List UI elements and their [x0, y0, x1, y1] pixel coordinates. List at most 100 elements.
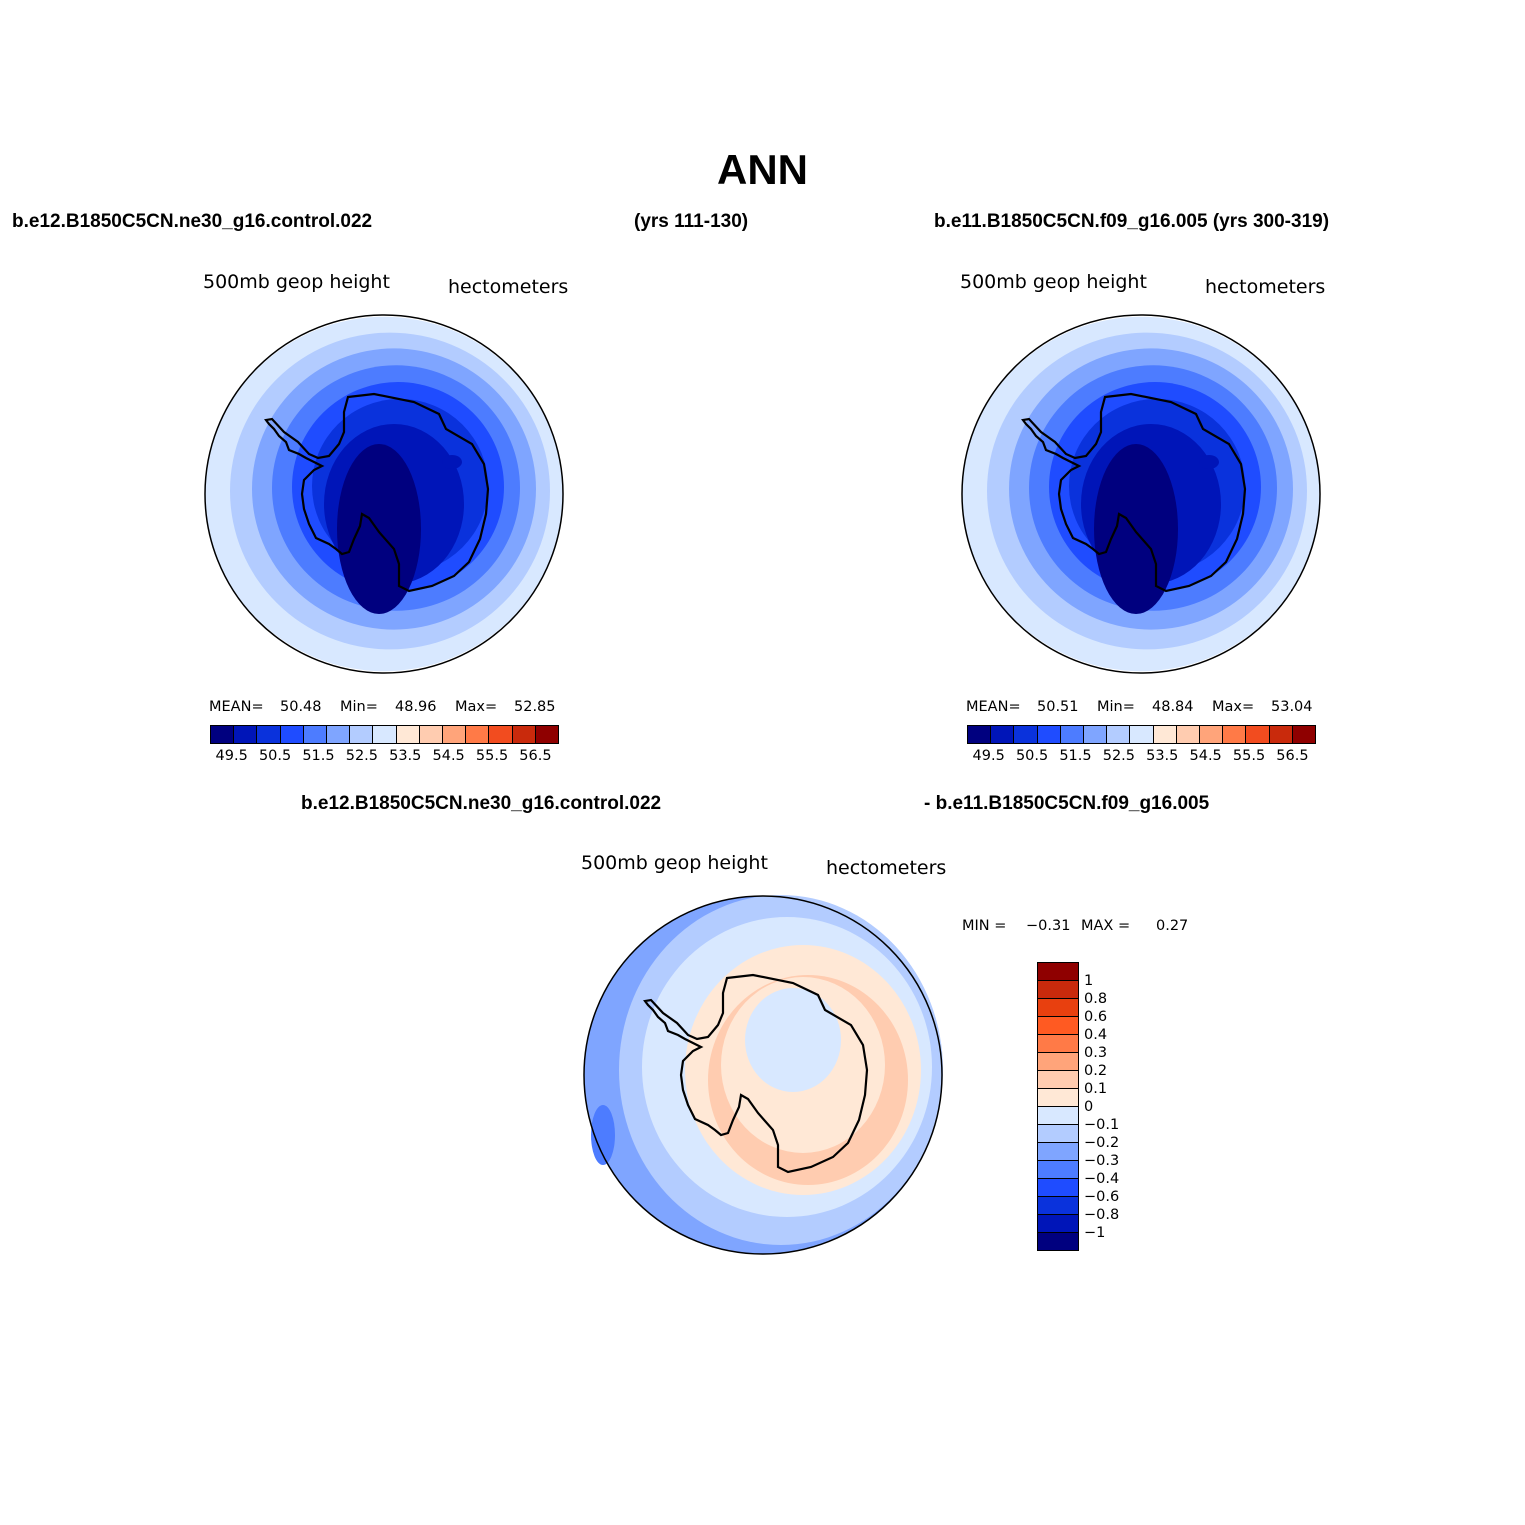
colorbar-box	[211, 726, 235, 743]
diff-variable-title: 500mb geop height	[581, 852, 768, 874]
right-min-value: 48.84	[1152, 699, 1194, 715]
colorbar-label: −0.6	[1084, 1189, 1120, 1205]
colorbar-box	[419, 726, 444, 743]
colorbar-box	[1038, 1107, 1078, 1125]
left-contour-fill	[205, 316, 563, 672]
colorbar-box	[1223, 726, 1247, 743]
colorbar-label: 0.8	[1084, 991, 1108, 1007]
right-max-label: Max=	[1212, 699, 1255, 715]
colorbar-box	[1038, 1161, 1078, 1179]
colorbar-box	[350, 726, 374, 743]
diff-antarctica-coastline	[643, 973, 869, 1174]
left-max-label: Max=	[455, 699, 498, 715]
colorbar-tick-label: 53.5	[1146, 748, 1179, 764]
right-mean-label: MEAN=	[966, 699, 1021, 715]
colorbar-tick-label: 54.5	[1189, 748, 1222, 764]
left-case-name: b.e12.B1850C5CN.ne30_g16.control.022	[12, 211, 373, 232]
colorbar-box	[396, 726, 420, 743]
colorbar-box	[303, 726, 328, 743]
diff-polar-map	[583, 895, 943, 1255]
diff-units-title: hectometers	[826, 857, 947, 879]
colorbar-label: 0.2	[1084, 1063, 1108, 1079]
right-polar-map	[961, 314, 1321, 674]
right-map-border	[961, 314, 1321, 674]
colorbar-tick-label: 50.5	[258, 748, 292, 764]
colorbar-box	[1130, 726, 1154, 743]
left-max-value: 52.85	[514, 699, 556, 715]
colorbar-box	[1038, 1125, 1078, 1143]
colorbar-tick-label: 52.5	[345, 748, 379, 764]
colorbar-tick-label: 55.5	[475, 748, 509, 764]
colorbar-box	[234, 726, 258, 743]
contour-band	[745, 988, 841, 1092]
colorbar-box	[1014, 726, 1038, 743]
contour-band	[1199, 455, 1219, 469]
colorbar-box	[1038, 999, 1078, 1017]
right-colorbar-ticks: 49.5 50.5 51.5 52.5 53.5 54.5 55.5 56.5	[967, 748, 1314, 764]
colorbar-label: −0.4	[1084, 1171, 1120, 1187]
colorbar-label: −0.8	[1084, 1207, 1120, 1223]
diff-max-label: MAX =	[1081, 918, 1131, 934]
colorbar-tick-label: 52.5	[1102, 748, 1136, 764]
colorbar-label: 1	[1084, 973, 1094, 989]
colorbar-tick-label: 56.5	[1276, 748, 1309, 764]
diff-colorbar	[1037, 962, 1079, 1251]
colorbar-box	[373, 726, 397, 743]
colorbar-box	[1107, 726, 1131, 743]
colorbar-box	[968, 726, 992, 743]
colorbar-tick-label: 54.5	[432, 748, 465, 764]
colorbar-box	[489, 726, 513, 743]
contour-band	[1094, 444, 1178, 614]
colorbar-tick-label: 49.5	[972, 748, 1005, 764]
colorbar-label: 0.6	[1084, 1009, 1108, 1025]
left-min-value: 48.96	[395, 699, 437, 715]
colorbar-box	[1060, 726, 1085, 743]
colorbar-box	[1038, 1053, 1078, 1071]
right-colorbar	[967, 725, 1316, 744]
right-contour-fill	[962, 316, 1320, 672]
left-variable-title: 500mb geop height	[203, 271, 390, 293]
colorbar-box	[535, 726, 559, 743]
diff-min-label: MIN =	[962, 918, 1007, 934]
left-colorbar-ticks: 49.5 50.5 51.5 52.5 53.5 54.5 55.5 56.5	[210, 748, 557, 764]
colorbar-box	[1038, 1197, 1078, 1215]
colorbar-tick-label: 53.5	[389, 748, 422, 764]
colorbar-box	[1038, 981, 1078, 999]
colorbar-box	[1038, 1035, 1078, 1053]
colorbar-tick-label: 51.5	[302, 748, 335, 764]
colorbar-label: 0.1	[1084, 1081, 1108, 1097]
colorbar-box	[1038, 1089, 1078, 1107]
left-mean-label: MEAN=	[209, 699, 264, 715]
left-polar-map	[204, 314, 564, 674]
colorbar-box	[1200, 726, 1224, 743]
colorbar-tick-label: 49.5	[215, 748, 248, 764]
diff-colorbar-labels: 1 0.8 0.6 0.4 0.3 0.2 0.1 0 −0.1 −0.2 −0.3 −0.4 −0.6…	[1084, 972, 1119, 1242]
colorbar-box	[257, 726, 281, 743]
contour-band	[591, 1105, 615, 1165]
colorbar-tick-label: 50.5	[1015, 748, 1049, 764]
diff-case-b: - b.e11.B1850C5CN.f09_g16.005	[924, 793, 1210, 814]
colorbar-box	[1038, 1233, 1078, 1250]
diff-min-value: −0.31	[1026, 918, 1071, 934]
colorbar-box	[1038, 1017, 1078, 1035]
left-units-title: hectometers	[448, 276, 569, 298]
left-colorbar	[210, 725, 559, 744]
colorbar-box	[1246, 726, 1270, 743]
colorbar-tick-label: 51.5	[1059, 748, 1092, 764]
right-antarctica-coastline	[1021, 392, 1247, 593]
colorbar-label: −0.1	[1084, 1117, 1120, 1133]
colorbar-box	[1153, 726, 1177, 743]
colorbar-label: −0.2	[1084, 1135, 1120, 1151]
contour-band	[442, 455, 462, 469]
colorbar-label: −1	[1084, 1225, 1106, 1241]
colorbar-box	[1269, 726, 1293, 743]
colorbar-box	[1038, 1215, 1078, 1233]
right-min-label: Min=	[1097, 699, 1135, 715]
diff-max-value: 0.27	[1156, 918, 1189, 934]
colorbar-box	[512, 726, 536, 743]
right-variable-title: 500mb geop height	[960, 271, 1147, 293]
colorbar-box	[1038, 1071, 1078, 1089]
colorbar-box	[1037, 726, 1061, 743]
colorbar-box	[466, 726, 490, 743]
colorbar-box	[1176, 726, 1201, 743]
